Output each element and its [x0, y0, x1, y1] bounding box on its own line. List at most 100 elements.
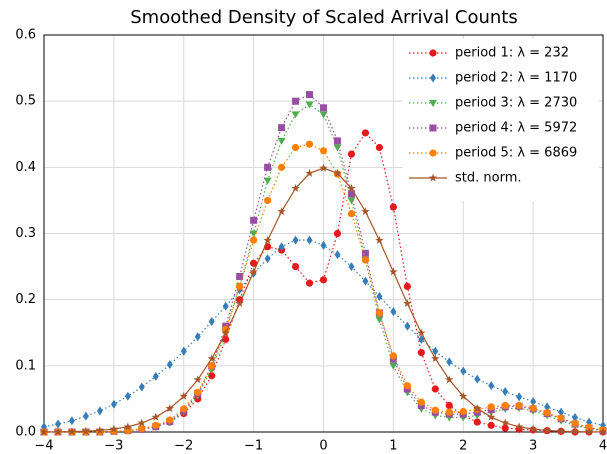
data-point: [264, 163, 272, 171]
data-point: [333, 168, 342, 177]
data-point: [82, 411, 89, 421]
data-point: [516, 392, 523, 402]
data-point: [571, 419, 579, 427]
data-point: [514, 422, 524, 431]
data-point: [166, 416, 174, 424]
data-point: [123, 422, 133, 431]
data-point: [292, 97, 300, 105]
data-point: [53, 427, 63, 436]
data-point: [459, 391, 468, 400]
data-point: [474, 374, 481, 384]
data-point: [208, 362, 216, 370]
y-tick-label: 0.4: [15, 160, 36, 175]
data-point: [585, 423, 593, 431]
data-point: [249, 267, 258, 276]
data-point: [375, 143, 383, 152]
data-point: [291, 111, 300, 119]
data-point: [445, 401, 453, 410]
x-tick-label: 4: [599, 439, 607, 454]
data-point: [291, 143, 300, 152]
y-tick-label: 0.3: [15, 226, 36, 241]
data-point: [81, 426, 91, 435]
data-point: [137, 418, 147, 427]
data-point: [417, 328, 426, 337]
data-point: [305, 101, 314, 109]
data-point: [530, 397, 537, 407]
data-point: [445, 408, 453, 416]
legend-label: period 1: λ = 232: [455, 46, 569, 61]
x-tick-label: −2: [174, 439, 193, 454]
data-point: [333, 229, 342, 238]
data-point: [570, 427, 580, 436]
y-tick-label: 0.2: [15, 292, 36, 307]
data-point: [431, 385, 439, 393]
data-point: [389, 267, 398, 276]
data-point: [529, 404, 537, 412]
data-point: [166, 360, 173, 370]
x-tick-label: −1: [244, 439, 263, 454]
data-point: [544, 402, 551, 412]
data-point: [319, 276, 328, 284]
data-point: [375, 235, 384, 244]
data-point: [347, 210, 356, 218]
data-point: [263, 235, 272, 244]
data-point: [347, 197, 356, 205]
data-point: [67, 427, 77, 436]
legend-label: std. norm.: [455, 171, 522, 186]
legend-box: [403, 39, 599, 201]
data-point: [558, 407, 565, 417]
data-point: [291, 183, 300, 192]
data-point: [460, 366, 467, 376]
data-point: [347, 183, 356, 192]
data-point: [193, 375, 202, 384]
legend-marker: [429, 100, 437, 107]
data-point: [501, 424, 509, 432]
data-point: [236, 273, 244, 281]
data-point: [250, 216, 258, 224]
data-point: [431, 406, 439, 414]
legend-marker: [430, 73, 436, 83]
data-point: [109, 424, 119, 433]
x-tick-label: 3: [529, 439, 537, 454]
data-point: [417, 398, 425, 406]
data-point: [39, 427, 49, 436]
data-point: [375, 316, 384, 324]
data-point: [68, 416, 75, 426]
x-tick-label: 1: [389, 439, 397, 454]
data-point: [500, 418, 510, 427]
chart-title: Smoothed Density of Scaled Arrival Count…: [130, 7, 518, 28]
data-point: [194, 332, 201, 342]
data-point: [152, 421, 160, 429]
data-point: [250, 259, 258, 267]
data-point: [347, 150, 356, 158]
legend-label: period 3: λ = 2730: [455, 96, 577, 111]
data-point: [432, 346, 439, 356]
data-point: [264, 196, 272, 205]
data-point: [320, 240, 327, 250]
data-point: [333, 137, 341, 145]
data-point: [417, 349, 425, 357]
data-point: [502, 387, 509, 397]
data-point: [277, 207, 286, 216]
data-point: [305, 168, 314, 177]
x-tick-label: 2: [459, 439, 467, 454]
data-point: [375, 309, 383, 317]
data-point: [208, 372, 216, 380]
data-point: [348, 262, 355, 272]
data-point: [320, 104, 327, 112]
data-point: [445, 375, 454, 384]
data-point: [376, 291, 383, 301]
data-point: [319, 111, 328, 119]
data-point: [110, 399, 117, 409]
legend-label: period 2: λ = 1170: [455, 71, 577, 86]
data-point: [542, 426, 552, 434]
data-point: [221, 328, 230, 337]
data-point: [96, 406, 103, 416]
data-point: [515, 401, 523, 410]
data-point: [501, 401, 509, 410]
data-point: [292, 235, 299, 245]
legend-label: period 4: λ = 5972: [455, 121, 577, 136]
data-point: [152, 371, 159, 381]
data-point: [487, 403, 495, 411]
data-point: [361, 207, 370, 216]
